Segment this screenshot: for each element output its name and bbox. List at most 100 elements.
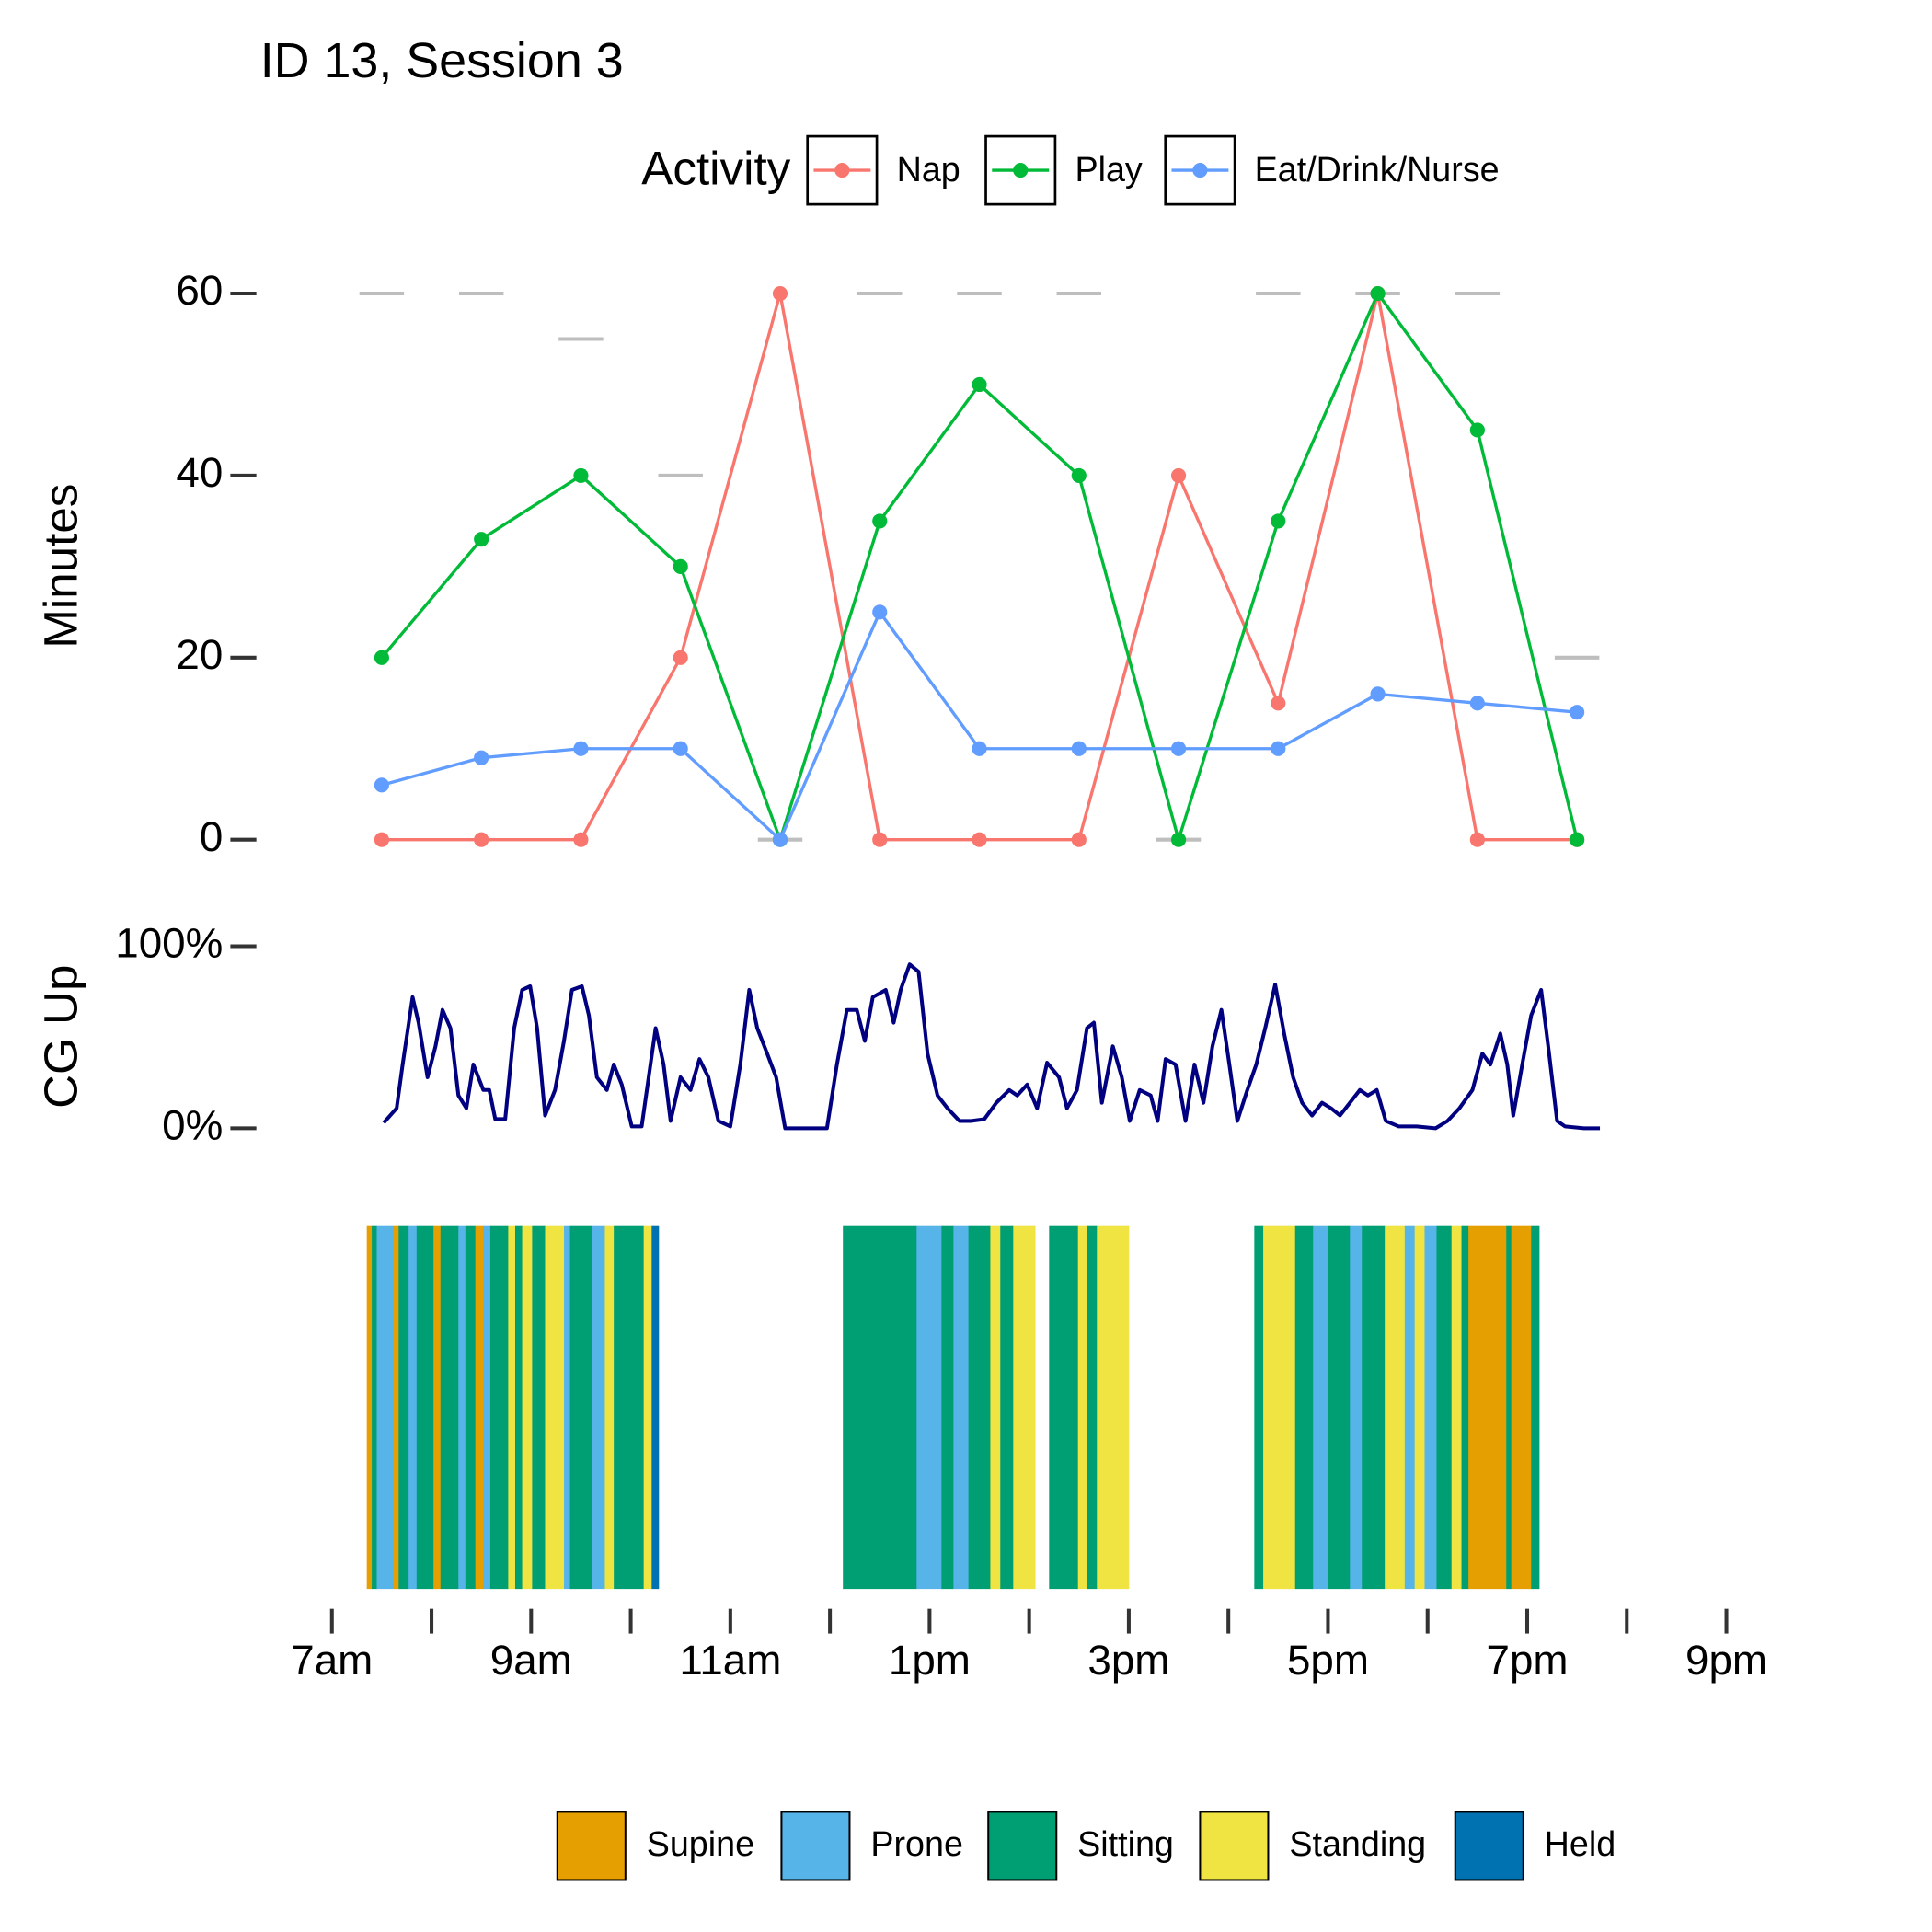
x-tick-label: 1pm [889, 1637, 971, 1684]
posture-segment [1350, 1225, 1363, 1590]
posture-segment [1414, 1225, 1425, 1590]
posture-segment [1468, 1225, 1507, 1590]
point [872, 832, 888, 847]
point [474, 832, 489, 847]
posture-segment [522, 1225, 533, 1590]
y-tick-label: 20 [176, 631, 223, 678]
point [374, 832, 389, 847]
posture-segment [376, 1225, 395, 1590]
y-tick-label: 60 [176, 267, 223, 314]
posture-segment [1328, 1225, 1351, 1590]
point [1370, 686, 1386, 702]
point [573, 467, 589, 483]
posture-segment [990, 1225, 1001, 1590]
series-line [381, 610, 1578, 842]
point [1570, 705, 1585, 720]
posture-segment [843, 1225, 917, 1590]
point [772, 285, 788, 302]
legend-key [1454, 1811, 1524, 1881]
legend-key [1199, 1811, 1270, 1881]
y-axis-title: CG Up [35, 965, 87, 1109]
posture-segment [433, 1225, 442, 1590]
posture-segment [592, 1225, 605, 1590]
x-tick-label: 11am [679, 1637, 781, 1684]
posture-segment [1451, 1225, 1462, 1590]
point [573, 741, 589, 756]
series-line [380, 292, 1579, 842]
point [1469, 696, 1485, 711]
posture-segment [564, 1225, 570, 1590]
posture-segment [953, 1225, 970, 1590]
posture-segment [1424, 1225, 1437, 1590]
legend-dot [1013, 163, 1029, 178]
legend-key [987, 1811, 1058, 1881]
posture-segment [1294, 1225, 1314, 1590]
posture-segment [1385, 1225, 1406, 1590]
point [972, 832, 987, 847]
point [1370, 285, 1386, 302]
x-tick-label: 7am [291, 1637, 373, 1684]
posture-segment [1077, 1225, 1087, 1590]
posture-segment [532, 1225, 546, 1590]
posture-segment [643, 1225, 652, 1590]
posture-segment [408, 1225, 418, 1590]
series-line [382, 962, 1601, 1131]
posture-segment [1404, 1225, 1416, 1590]
point [1170, 467, 1187, 483]
posture-segment [1097, 1225, 1130, 1590]
point [1271, 696, 1286, 711]
y-tick-label: 100% [115, 920, 223, 967]
legend-dot [834, 163, 850, 178]
posture-segment [569, 1225, 592, 1590]
posture-segment [1362, 1225, 1386, 1590]
legend-label: Prone [870, 1824, 963, 1863]
posture-segment [1000, 1225, 1014, 1590]
posture-segment [1049, 1225, 1079, 1590]
point [872, 513, 888, 529]
point [374, 650, 389, 665]
point [474, 750, 489, 765]
posture-segment [1013, 1225, 1036, 1590]
legend-label: Sitting [1077, 1824, 1174, 1863]
posture-segment [1506, 1225, 1512, 1590]
posture-segment [651, 1225, 660, 1590]
point [573, 832, 589, 847]
posture-segment [916, 1225, 942, 1590]
legend-label: Nap [897, 150, 960, 189]
point [474, 532, 489, 547]
point [1071, 467, 1087, 483]
legend-dot [1192, 163, 1208, 178]
posture-segment [475, 1225, 484, 1590]
posture-segment [1313, 1225, 1328, 1590]
legend-label: Eat/Drink/Nurse [1255, 150, 1500, 189]
point [1170, 741, 1187, 756]
point [673, 741, 688, 756]
posture-segment [458, 1225, 466, 1590]
posture-segment [1461, 1225, 1469, 1590]
posture-segment [604, 1225, 615, 1590]
point [772, 832, 788, 847]
posture-segment [1511, 1225, 1532, 1590]
point [972, 741, 987, 756]
posture-segment [1436, 1225, 1453, 1590]
posture-segment [489, 1225, 509, 1590]
posture-segment [372, 1225, 377, 1590]
x-tick-label: 9pm [1685, 1637, 1767, 1684]
posture-segment [514, 1225, 523, 1590]
x-tick-label: 5pm [1287, 1637, 1369, 1684]
posture-segment [416, 1225, 434, 1590]
x-tick-label: 3pm [1087, 1637, 1169, 1684]
posture-segment [398, 1225, 409, 1590]
x-tick-label: 7pm [1487, 1637, 1569, 1684]
point [1469, 422, 1485, 438]
legend-label: Standing [1289, 1824, 1426, 1863]
posture-segment [545, 1225, 565, 1590]
posture-segment [1254, 1225, 1264, 1590]
y-tick-label: 0% [162, 1101, 223, 1148]
posture-segment [1531, 1225, 1540, 1590]
legend-title: Activity [641, 143, 790, 195]
posture-segment [440, 1225, 459, 1590]
posture-segment [483, 1225, 491, 1590]
point [872, 604, 888, 620]
point [673, 558, 688, 574]
